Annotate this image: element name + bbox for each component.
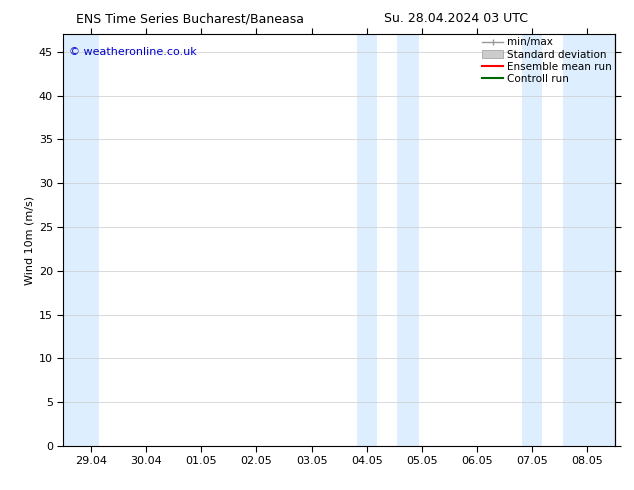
Text: ENS Time Series Bucharest/Baneasa: ENS Time Series Bucharest/Baneasa bbox=[76, 12, 304, 25]
Text: © weatheronline.co.uk: © weatheronline.co.uk bbox=[69, 47, 197, 57]
Bar bbox=[397, 34, 419, 446]
Legend: min/max, Standard deviation, Ensemble mean run, Controll run: min/max, Standard deviation, Ensemble me… bbox=[482, 37, 612, 84]
Bar bbox=[63, 34, 100, 446]
Text: Su. 28.04.2024 03 UTC: Su. 28.04.2024 03 UTC bbox=[384, 12, 529, 25]
Bar bbox=[522, 34, 542, 446]
Bar bbox=[357, 34, 377, 446]
Bar bbox=[562, 34, 615, 446]
Y-axis label: Wind 10m (m/s): Wind 10m (m/s) bbox=[25, 196, 35, 285]
